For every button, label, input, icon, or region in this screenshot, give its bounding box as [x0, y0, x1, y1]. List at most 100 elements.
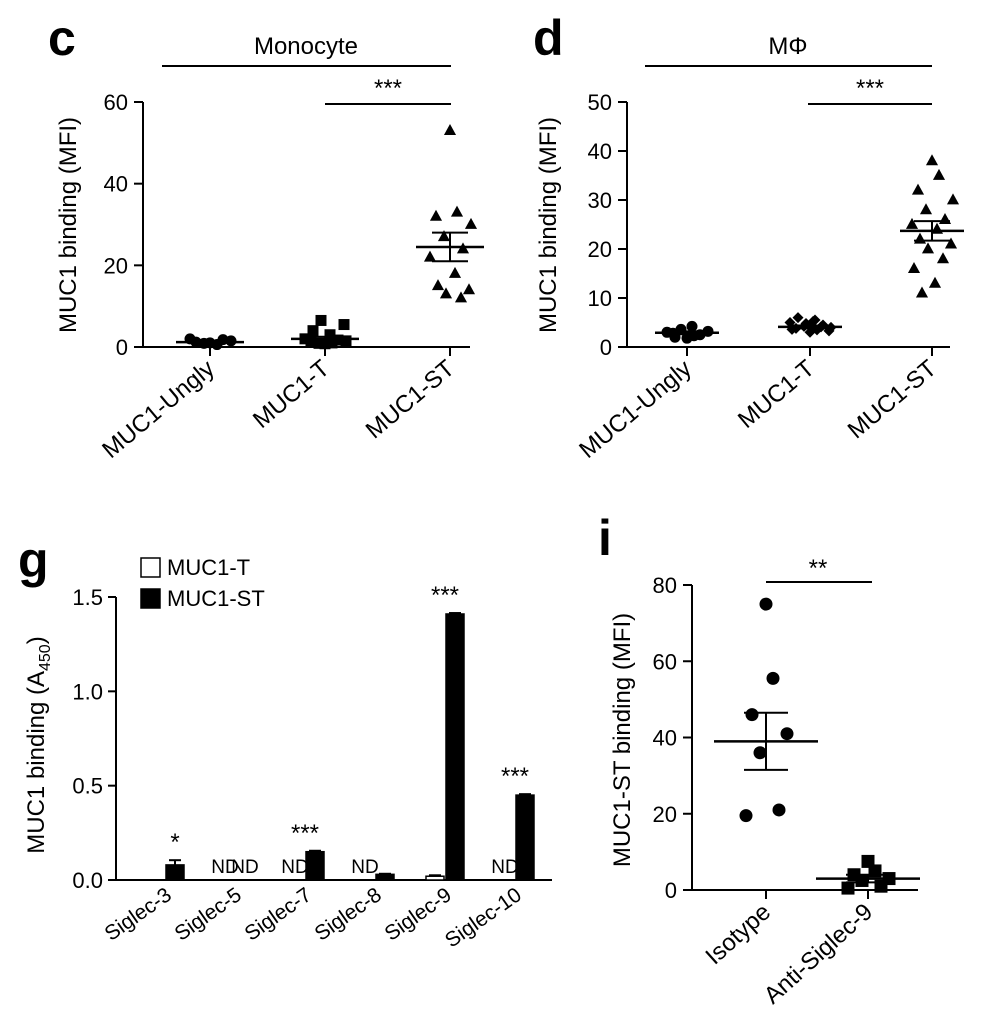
panel-c: c Monocyte *** MUC1 binding (MFI) 0 20 40 6… [48, 10, 484, 464]
data-point [686, 320, 698, 332]
x-tick-label: Isotype [700, 898, 776, 970]
chart-title: Monocyte [254, 33, 358, 60]
significance-label: * [170, 829, 179, 856]
data-point [464, 217, 478, 229]
data-point [928, 276, 942, 288]
bar [425, 875, 445, 881]
panel-letter-g: g [18, 532, 49, 588]
data-point [338, 319, 350, 331]
y-tick-label: 0.0 [72, 868, 103, 893]
data-point [759, 597, 773, 611]
panel-letter-d: d [533, 10, 564, 66]
data-point [324, 329, 336, 341]
panel-g: g MUC1 binding (A450) MUC1-T MUC1-ST 0.0… [18, 532, 552, 952]
legend: MUC1-T MUC1-ST [140, 555, 265, 611]
data-point [911, 183, 925, 195]
panel-i: i ** MUC1-ST binding (MFI) 0 20 40 60 80 Isot… [598, 510, 920, 1010]
data-point [946, 193, 960, 205]
data-point [855, 873, 869, 887]
data-point [462, 283, 476, 295]
significance-label: *** [501, 763, 529, 790]
data-point [766, 671, 780, 685]
significance-label: *** [856, 75, 884, 102]
data-point [944, 237, 958, 249]
x-tick-label: MUC1-Ungly [97, 355, 220, 464]
data-point [913, 232, 927, 244]
data-point [437, 230, 451, 242]
x-tick-label: Siglec-10 [441, 883, 526, 952]
data-point [932, 168, 946, 180]
significance-label: *** [374, 75, 402, 102]
data-point [423, 250, 437, 262]
data-point [841, 881, 855, 895]
nd-label: ND [491, 857, 518, 878]
data-point [305, 336, 317, 348]
y-tick-label: 40 [588, 139, 612, 164]
data-point [915, 286, 929, 298]
y-axis-label: MUC1 binding (MFI) [535, 117, 562, 333]
data-point [905, 217, 919, 229]
legend-swatch-muc1-t [140, 557, 161, 578]
x-tick-label: MUC1-Ungly [574, 355, 697, 464]
y-axis-label: MUC1 binding (MFI) [55, 117, 82, 333]
x-tick-label: MUC1-ST [361, 355, 460, 444]
y-tick-label: 40 [653, 726, 677, 751]
chart-title: MΦ [768, 33, 807, 60]
y-tick-label: 1.5 [72, 585, 103, 610]
data-point [921, 242, 935, 254]
x-tick-label: Anti-Siglec-9 [759, 898, 878, 1009]
y-tick-label: 20 [653, 802, 677, 827]
y-tick-label: 0 [116, 335, 128, 360]
nd-label: ND [281, 857, 308, 878]
significance-label: ** [809, 555, 828, 582]
y-tick-label: 10 [588, 286, 612, 311]
significance-label: *** [431, 582, 459, 609]
data-point [745, 708, 759, 722]
x-tick-label: Siglec-5 [171, 883, 246, 945]
legend-swatch-muc1-st [140, 588, 161, 609]
legend-label-muc1-t: MUC1-T [167, 555, 250, 580]
data-point [340, 335, 352, 347]
data-point [739, 809, 753, 823]
legend-label-muc1-st: MUC1-ST [167, 586, 265, 611]
x-tick-label: MUC1-T [248, 355, 335, 434]
y-tick-label: 20 [104, 253, 128, 278]
nd-label: ND [351, 857, 378, 878]
y-axis-label: MUC1 binding (A450) [23, 636, 54, 853]
y-tick-label: 30 [588, 188, 612, 213]
y-tick-label: 0 [665, 878, 677, 903]
data-point [772, 803, 786, 817]
nd-label: ND [231, 857, 258, 878]
x-tick-label: MUC1-ST [843, 355, 942, 444]
data-point [807, 316, 819, 328]
y-tick-label: 0.5 [72, 774, 103, 799]
x-tick-label: Siglec-8 [311, 883, 386, 945]
y-tick-label: 60 [104, 90, 128, 115]
nd-label: ND [211, 857, 238, 878]
y-tick-label: 0 [600, 335, 612, 360]
data-point [448, 266, 462, 278]
data-point [919, 203, 933, 215]
y-tick-label: 20 [588, 237, 612, 262]
data-point [313, 337, 325, 349]
x-tick-label: Siglec-3 [101, 883, 176, 945]
data-point [429, 209, 443, 221]
y-tick-label: 40 [104, 172, 128, 197]
data-point [315, 314, 327, 326]
data-point [443, 123, 457, 135]
significance-label: *** [291, 820, 319, 847]
y-tick-label: 50 [588, 90, 612, 115]
data-point [431, 279, 445, 291]
data-point [753, 746, 767, 760]
y-tick-label: 1.0 [72, 679, 103, 704]
bar [165, 864, 185, 881]
data-point [319, 338, 331, 350]
data-point [307, 325, 319, 337]
y-tick-label: 60 [653, 649, 677, 674]
bar [445, 613, 465, 881]
panel-letter-i: i [598, 510, 612, 566]
y-axis-label: MUC1-ST binding (MFI) [609, 613, 636, 867]
data-point [450, 205, 464, 217]
data-point [326, 337, 338, 349]
